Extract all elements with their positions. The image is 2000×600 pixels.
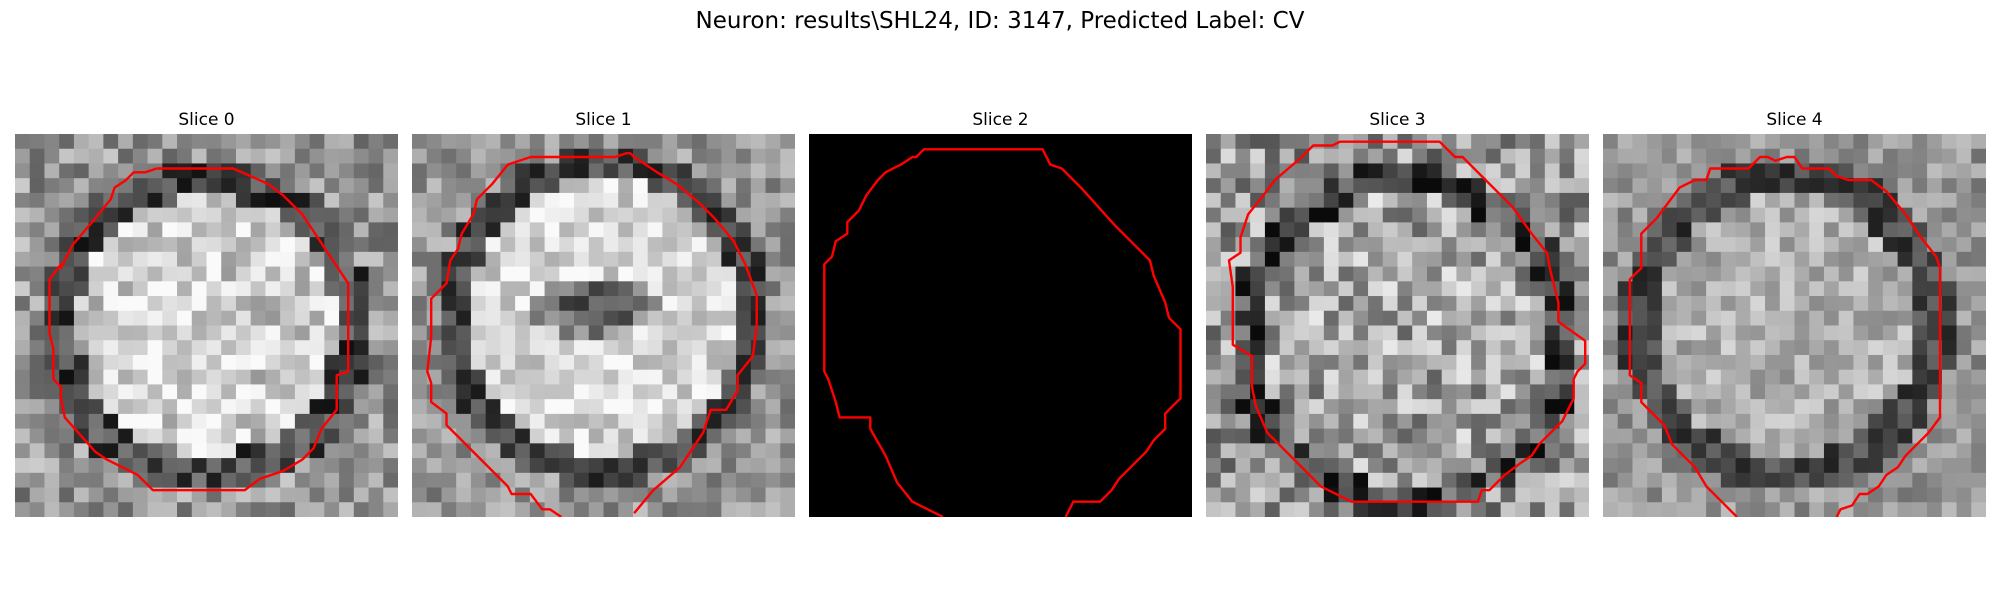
slice-pixels	[15, 134, 398, 517]
segmentation-contour	[823, 148, 1182, 517]
slice-image-2	[809, 134, 1192, 517]
segmentation-contour	[1227, 140, 1587, 503]
slice-pixels	[412, 134, 795, 517]
slice-pixels	[1603, 134, 1986, 517]
slice-title: Slice 2	[972, 110, 1029, 130]
slice-image-4	[1603, 134, 1986, 517]
slice-title: Slice 0	[178, 110, 235, 130]
figure-title: Neuron: results\SHL24, ID: 3147, Predict…	[695, 8, 1305, 34]
segmentation-contour	[1628, 155, 1942, 517]
slice-image-1	[412, 134, 795, 517]
slice-title: Slice 1	[575, 110, 632, 130]
segmentation-contour	[426, 152, 758, 517]
slice-title: Slice 4	[1766, 110, 1823, 130]
slice-title: Slice 3	[1369, 110, 1426, 130]
segmentation-contour	[48, 167, 350, 492]
slice-image-0	[15, 134, 398, 517]
slice-image-3	[1206, 134, 1589, 517]
slice-background	[809, 134, 1192, 517]
slice-pixels	[1206, 134, 1589, 517]
